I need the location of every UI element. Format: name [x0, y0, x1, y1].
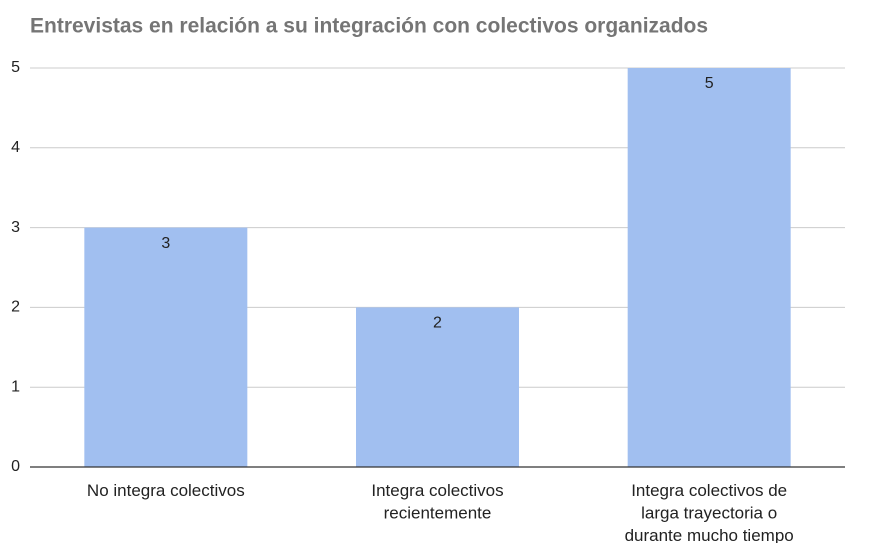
bar: [356, 307, 519, 467]
x-tick-label: Integra colectivos de larga trayectoria o…: [625, 481, 794, 543]
data-label: 2: [433, 315, 442, 332]
x-tick-label: Integra colectivos recientemente: [371, 481, 503, 523]
bar: [84, 227, 248, 467]
x-tick-label: No integra colectivos: [87, 481, 245, 500]
data-label: 5: [705, 75, 714, 92]
y-tick-label: 1: [11, 378, 20, 395]
y-tick-label: 3: [11, 219, 20, 236]
y-tick-label: 4: [11, 139, 20, 156]
bar: [627, 68, 791, 467]
chart-title: Entrevistas en relación a su integración…: [30, 15, 708, 38]
y-tick-label: 0: [11, 458, 20, 475]
data-label: 3: [161, 235, 170, 252]
y-tick-label: 5: [11, 59, 20, 76]
y-tick-label: 2: [11, 299, 20, 316]
